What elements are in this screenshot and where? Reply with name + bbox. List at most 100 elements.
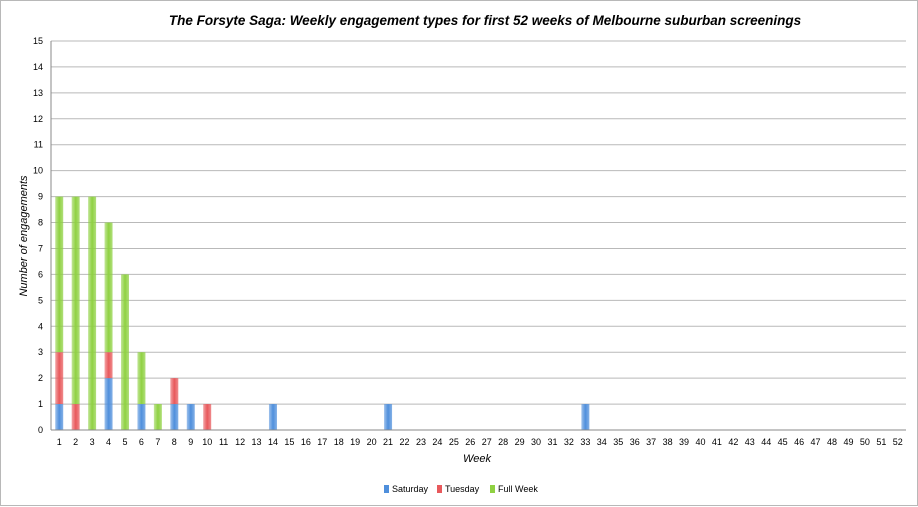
bar-full-week-week-1 [55,196,64,353]
x-tick-label: 47 [811,437,821,447]
x-tick-label: 20 [367,437,377,447]
bar-saturday-week-1 [55,404,64,430]
x-tick-label: 17 [317,437,327,447]
y-tick-label: 8 [38,218,43,228]
x-tick-label: 43 [745,437,755,447]
legend-label-full-week: Full Week [498,484,538,494]
x-tick-label: 45 [778,437,788,447]
x-tick-label: 27 [482,437,492,447]
x-tick-label: 18 [334,437,344,447]
x-tick-label: 33 [580,437,590,447]
bar-saturday-week-21 [384,404,393,430]
axes [50,41,906,431]
bar-full-week-week-5 [120,274,129,430]
bar-saturday-week-6 [137,404,146,430]
x-tick-label: 39 [679,437,689,447]
bar-tuesday-week-4 [104,352,113,379]
x-tick-label: 12 [235,437,245,447]
y-tick-label: 7 [38,243,43,253]
x-tick-label: 23 [416,437,426,447]
x-tick-label: 51 [876,437,886,447]
y-tick-label: 0 [38,425,43,435]
bar-saturday-week-33 [581,404,590,430]
x-tick-label: 46 [794,437,804,447]
x-tick-label: 44 [761,437,771,447]
x-tick-label: 38 [663,437,673,447]
x-tick-label: 16 [301,437,311,447]
legend-label-saturday: Saturday [392,484,429,494]
y-tick-label: 13 [33,88,43,98]
y-tick-label: 1 [38,399,43,409]
legend-label-tuesday: Tuesday [445,484,480,494]
x-tick-label: 8 [172,437,177,447]
y-tick-label: 3 [38,347,43,357]
x-tick-label: 13 [252,437,262,447]
legend-swatch-tuesday [437,485,442,493]
x-tick-label: 50 [860,437,870,447]
x-tick-label: 5 [122,437,127,447]
bar-full-week-week-4 [104,222,113,353]
gridlines [51,40,906,431]
y-tick-label: 11 [34,140,43,150]
x-tick-label: 34 [597,437,607,447]
bar-saturday-week-9 [186,404,195,430]
x-tick-label: 48 [827,437,837,447]
chart-title: The Forsyte Saga: Weekly engagement type… [169,13,802,28]
x-tick-label: 40 [695,437,705,447]
x-tick-label: 15 [284,437,294,447]
x-tick-label: 41 [712,437,722,447]
legend-swatch-full-week [490,485,495,493]
x-tick-label: 37 [646,437,656,447]
x-tick-label: 31 [547,437,557,447]
x-tick-label: 14 [268,437,278,447]
y-axis-title: Number of engagements [18,175,30,297]
x-tick-label: 36 [630,437,640,447]
y-tick-label: 12 [33,114,43,124]
x-tick-label: 7 [155,437,160,447]
bar-full-week-week-7 [153,404,162,430]
y-tick-label: 5 [38,295,43,305]
x-tick-label: 9 [188,437,193,447]
x-tick-label: 6 [139,437,144,447]
legend: Saturday Tuesday Full Week [384,484,538,494]
y-tick-label: 15 [33,36,43,46]
x-axis-title: Week [463,453,491,465]
x-tick-label: 26 [465,437,475,447]
bar-saturday-week-4 [104,378,113,430]
bar-tuesday-week-8 [170,378,179,405]
bar-saturday-week-14 [268,404,277,430]
bar-tuesday-week-2 [71,404,80,430]
y-tick-label: 4 [38,321,43,331]
x-tick-label: 3 [90,437,95,447]
legend-swatch-saturday [384,485,389,493]
bar-full-week-week-2 [71,196,80,405]
x-tick-label: 42 [728,437,738,447]
x-tick-label: 28 [498,437,508,447]
x-tick-label: 32 [564,437,574,447]
y-tick-label: 9 [38,192,43,202]
x-tick-label: 10 [202,437,212,447]
x-tick-label: 1 [57,437,62,447]
x-tick-label: 24 [432,437,442,447]
x-tick-label: 2 [73,437,78,447]
x-tick-label: 4 [106,437,111,447]
bars [55,196,590,430]
y-tick-label: 6 [38,269,43,279]
bar-full-week-week-6 [137,352,146,405]
x-tick-label: 29 [515,437,525,447]
x-tick-labels: 1 2 3 4 5 6 7 8 9 10 11 12 13 14 15 16 17 18 19 20 21 22 23 24 2… [57,437,903,447]
x-tick-label: 21 [383,437,393,447]
bar-full-week-week-3 [88,196,97,430]
bar-tuesday-week-10 [203,404,212,430]
x-tick-label: 22 [400,437,410,447]
y-tick-label: 14 [33,62,43,72]
x-tick-label: 49 [843,437,853,447]
x-tick-label: 35 [613,437,623,447]
x-tick-label: 25 [449,437,459,447]
y-tick-label: 2 [38,373,43,383]
bar-tuesday-week-1 [55,352,64,405]
bar-saturday-week-8 [170,404,179,430]
x-tick-label: 19 [350,437,360,447]
